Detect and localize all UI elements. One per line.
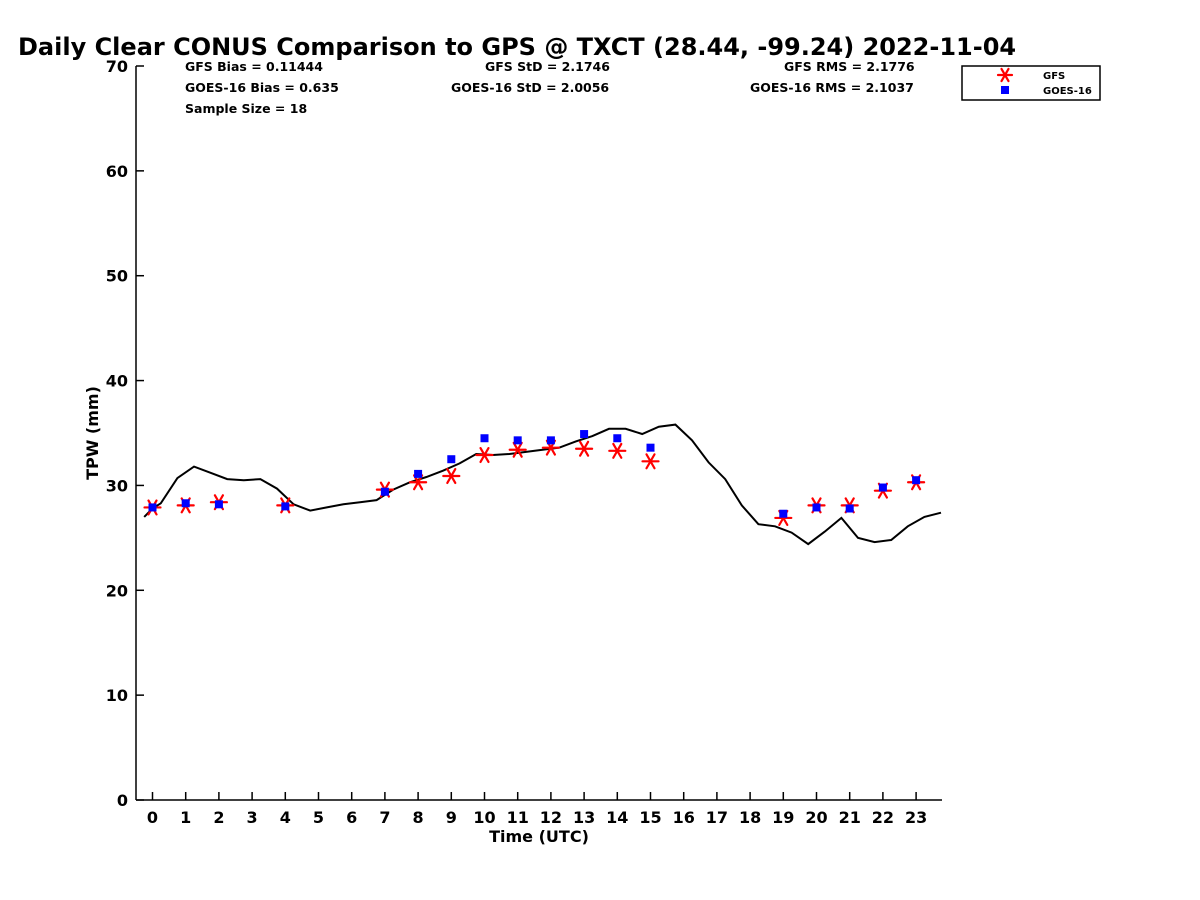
legend-goes16-marker [1001, 86, 1009, 94]
marker-stroke [645, 453, 656, 470]
x-tick-label: 6 [346, 808, 357, 827]
marker-stroke [1000, 67, 1010, 83]
goes16-point [546, 436, 555, 445]
y-tick-label: 70 [106, 57, 128, 76]
goes16-point [513, 436, 522, 445]
x-tick-label: 7 [379, 808, 390, 827]
goes16-point [214, 500, 223, 509]
goes16-point [480, 434, 489, 443]
goes16-point [414, 469, 423, 478]
x-tick-label: 15 [639, 808, 661, 827]
x-tick-label: 16 [673, 808, 695, 827]
stat-goes-bias: GOES-16 Bias = 0.635 [185, 80, 339, 95]
marker-stroke [578, 440, 590, 457]
stat-sample-size: Sample Size = 18 [185, 101, 307, 116]
y-tick-label: 50 [106, 267, 128, 286]
goes16-point [878, 483, 887, 492]
stat-gfs-bias: GFS Bias = 0.11444 [185, 59, 323, 74]
x-tick-label: 19 [772, 808, 794, 827]
legend-gfs-marker [996, 67, 1014, 83]
y-tick-label: 20 [106, 581, 128, 600]
x-tick-label: 2 [213, 808, 224, 827]
goes16-point [912, 476, 921, 485]
x-tick-label: 18 [739, 808, 761, 827]
y-tick-label: 40 [106, 372, 128, 391]
x-tick-label: 13 [573, 808, 595, 827]
y-tick-label: 30 [106, 476, 128, 495]
stat-goes-std: GOES-16 StD = 2.0056 [451, 80, 609, 95]
goes16-point [613, 434, 622, 443]
stat-gfs-std: GFS StD = 2.1746 [485, 59, 610, 74]
goes16-point [181, 499, 190, 508]
goes16-point [845, 504, 854, 513]
x-tick-label: 21 [839, 808, 861, 827]
goes16-point [148, 503, 157, 512]
goes16-point [779, 509, 788, 518]
series-line-gps [143, 423, 942, 546]
goes16-point [812, 503, 821, 512]
x-tick-label: 0 [147, 808, 158, 827]
series-goes16 [148, 430, 921, 518]
goes16-point [447, 455, 456, 464]
x-tick-label: 1 [180, 808, 191, 827]
x-tick-label: 12 [540, 808, 562, 827]
gfs-point [442, 467, 461, 485]
x-tick-label: 17 [706, 808, 728, 827]
x-axis: 0 1 2 3 4 5 6 7 8 9 10 11 12 13 14 15 16 17 18 19 20 21 22 23 [147, 792, 927, 827]
x-tick-label: 22 [872, 808, 894, 827]
series-gfs [143, 439, 926, 526]
x-tick-label: 5 [313, 808, 324, 827]
legend-gfs-label: GFS [1043, 71, 1065, 82]
x-axis-label: Time (UTC) [489, 827, 589, 846]
stat-goes-rms: GOES-16 RMS = 2.1037 [750, 80, 914, 95]
x-tick-label: 9 [446, 808, 457, 827]
y-tick-label: 60 [106, 162, 128, 181]
x-tick-label: 11 [507, 808, 529, 827]
marker-stroke [612, 442, 623, 459]
goes16-point [580, 430, 589, 439]
y-tick-label: 0 [117, 791, 128, 810]
goes16-point [380, 487, 389, 496]
legend-box [961, 65, 1101, 101]
legend-gfs-star [996, 67, 1014, 83]
y-tick-label: 10 [106, 686, 128, 705]
gfs-point [574, 440, 594, 457]
legend: GFS GOES-16 [961, 65, 1101, 101]
marker-stroke [446, 467, 457, 485]
stat-gfs-rms: GFS RMS = 2.1776 [784, 59, 915, 74]
marker-stroke [479, 446, 490, 464]
x-tick-label: 8 [413, 808, 424, 827]
goes16-point [646, 443, 655, 452]
chart-title: Daily Clear CONUS Comparison to GPS @ TX… [18, 33, 1016, 61]
marker-stroke [512, 441, 523, 458]
y-axis: 0 10 20 30 40 50 60 70 [106, 57, 144, 810]
x-tick-label: 20 [805, 808, 827, 827]
x-tick-label: 23 [905, 808, 927, 827]
legend-goes16-label: GOES-16 [1043, 86, 1092, 97]
gfs-point [608, 442, 627, 459]
gfs-point [475, 446, 494, 464]
x-tick-label: 3 [247, 808, 258, 827]
x-tick-label: 4 [280, 808, 291, 827]
x-tick-label: 10 [473, 808, 495, 827]
gfs-point [508, 441, 527, 458]
gfs-point [641, 453, 660, 470]
y-axis-label: TPW (mm) [83, 386, 102, 480]
goes16-point [281, 502, 290, 511]
x-tick-label: 14 [606, 808, 628, 827]
